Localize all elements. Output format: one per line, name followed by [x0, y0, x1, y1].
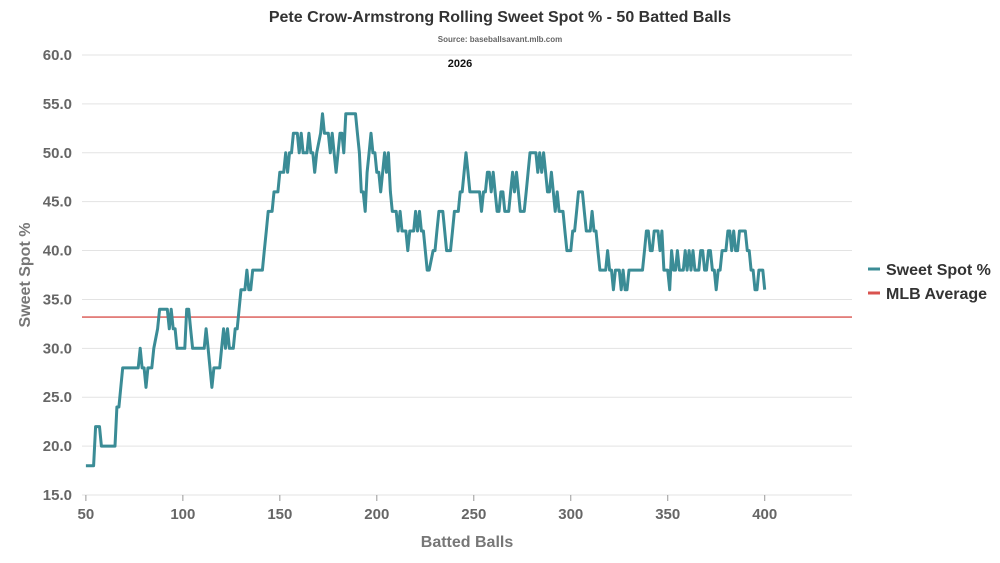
y-axis-title: Sweet Spot %	[17, 223, 34, 328]
y-tick-label: 50.0	[43, 145, 72, 162]
legend: Sweet Spot % MLB Average	[868, 262, 991, 303]
y-tick-label: 60.0	[43, 47, 72, 64]
chart-title: Pete Crow-Armstrong Rolling Sweet Spot %…	[268, 9, 732, 26]
y-tick-label: 45.0	[43, 194, 72, 211]
x-axis-title: Batted Balls	[421, 534, 514, 551]
x-tick-label: 150	[267, 506, 292, 523]
x-tick-label: 200	[364, 506, 389, 523]
y-axis-ticks: 15.0 20.0 25.0 30.0 35.0 40.0 45.0 50.0 55.0 60.0	[43, 47, 72, 504]
y-tick-label: 25.0	[43, 389, 72, 406]
x-tick-label: 300	[558, 506, 583, 523]
x-axis-ticks: 50 100 150 200 250 300 350 400	[78, 495, 777, 523]
legend-label-sweet-spot: Sweet Spot %	[886, 262, 991, 279]
legend-label-mlb-average: MLB Average	[886, 286, 987, 303]
x-tick-label: 250	[461, 506, 486, 523]
y-tick-label: 30.0	[43, 340, 72, 357]
x-tick-label: 50	[78, 506, 95, 523]
y-tick-label: 40.0	[43, 243, 72, 260]
y-tick-label: 55.0	[43, 96, 72, 113]
year-annotation: 2026	[448, 58, 472, 70]
grid-lines	[82, 54, 852, 496]
x-tick-label: 400	[752, 506, 777, 523]
y-tick-label: 20.0	[43, 438, 72, 455]
y-tick-label: 15.0	[43, 487, 72, 504]
chart-subtitle: Source: baseballsavant.mlb.com	[437, 35, 563, 44]
sweet-spot-series-line	[85, 112, 767, 468]
x-tick-label: 350	[655, 506, 680, 523]
x-tick-label: 100	[170, 506, 195, 523]
y-tick-label: 35.0	[43, 291, 72, 308]
